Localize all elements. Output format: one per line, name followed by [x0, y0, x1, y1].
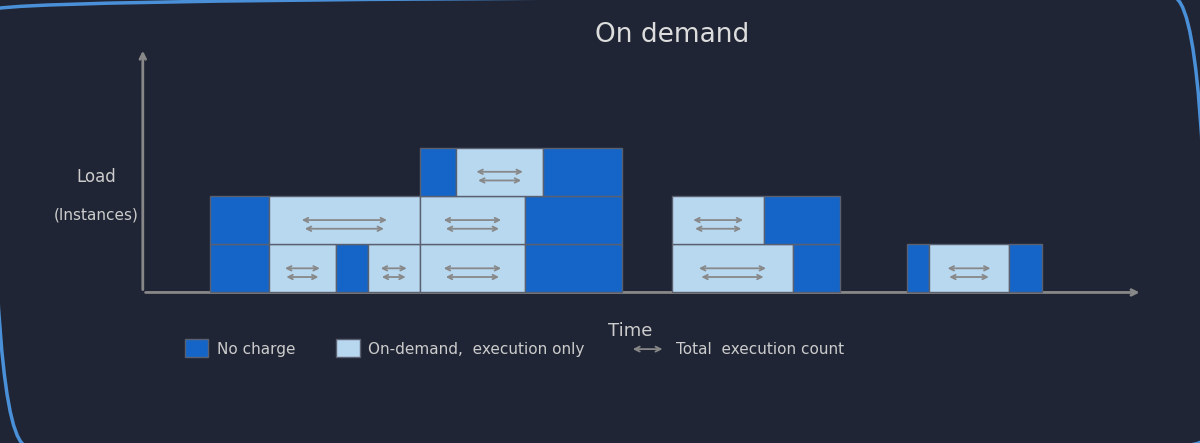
Text: Total  execution count: Total execution count [677, 342, 845, 357]
Bar [456, 148, 542, 196]
Bar [672, 196, 764, 244]
Text: (Instances): (Instances) [54, 208, 139, 223]
Bar [420, 196, 524, 244]
Text: On demand: On demand [595, 22, 749, 48]
Bar [672, 244, 793, 292]
Text: Time: Time [608, 322, 652, 340]
Bar [367, 244, 420, 292]
Bar [764, 196, 840, 244]
Bar [269, 244, 336, 292]
Text: No charge: No charge [217, 342, 295, 357]
Bar [524, 244, 622, 292]
Bar [793, 244, 840, 292]
Bar [420, 148, 456, 196]
Bar [420, 244, 524, 292]
Text: Load: Load [77, 167, 116, 186]
Bar [269, 196, 420, 244]
Bar [524, 196, 622, 244]
Bar [210, 196, 269, 244]
Bar [542, 148, 622, 196]
Bar [1009, 244, 1042, 292]
Bar [210, 244, 269, 292]
Bar [185, 339, 209, 358]
Bar [336, 244, 367, 292]
Text: On-demand,  execution only: On-demand, execution only [368, 342, 584, 357]
Bar [907, 244, 929, 292]
Bar [336, 339, 360, 358]
Bar [929, 244, 1009, 292]
